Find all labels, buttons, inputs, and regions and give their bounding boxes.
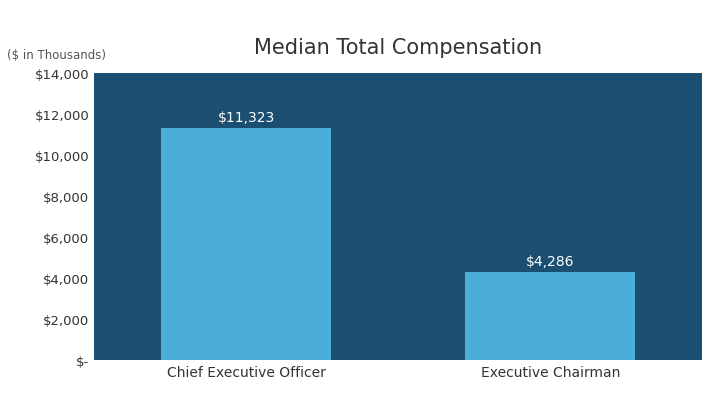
Title: Median Total Compensation: Median Total Compensation [254, 38, 542, 58]
Bar [161, 128, 332, 360]
Text: $4,286: $4,286 [526, 254, 574, 268]
Bar [465, 272, 636, 360]
Text: ($ in Thousands): ($ in Thousands) [7, 49, 106, 62]
Text: $11,323: $11,323 [217, 110, 275, 124]
